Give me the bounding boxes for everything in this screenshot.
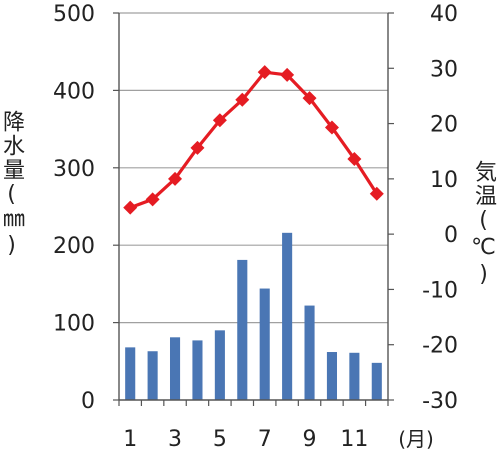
y-right-tick-label: -30 <box>422 389 458 414</box>
temperature-marker <box>280 67 295 82</box>
precip-bar <box>192 340 203 400</box>
precip-bar <box>169 337 181 400</box>
precip-bar <box>214 330 225 400</box>
temperature-marker <box>347 151 362 166</box>
temperature-line <box>129 70 379 210</box>
precip-bar <box>259 288 270 400</box>
y-right-tick-label: 0 <box>444 223 458 248</box>
temperature-marker <box>190 140 205 155</box>
x-unit-label: (月) <box>398 427 434 451</box>
temperature-marker <box>257 65 272 80</box>
precip-bar <box>237 259 248 400</box>
y-right-tick-label: 30 <box>430 57 458 82</box>
x-tick-label: 1 <box>123 427 137 452</box>
x-tick-label: 7 <box>258 427 272 452</box>
temperature-marker <box>123 200 138 215</box>
y-left-tick-label: 200 <box>53 234 95 259</box>
temperature-marker <box>145 192 160 207</box>
y-right-tick-label: -20 <box>422 334 458 359</box>
precip-bar <box>371 362 382 400</box>
y-axis-left-label: 降水量(㎜) <box>0 110 24 260</box>
temperature-marker <box>324 120 339 135</box>
precip-bar <box>125 347 136 400</box>
x-tick-label: 9 <box>303 427 317 452</box>
temperature-marker <box>369 186 384 201</box>
y-right-tick-label: 20 <box>430 113 458 138</box>
y-axis-right-label: 気温(℃) <box>471 160 496 289</box>
precip-bar <box>147 351 158 400</box>
precip-bar <box>282 232 293 400</box>
temperature-marker <box>212 113 227 128</box>
temperature-marker <box>235 92 250 107</box>
x-tick-label: 3 <box>168 427 182 452</box>
y-left-tick-label: 300 <box>53 157 95 182</box>
y-left-tick-label: 0 <box>81 389 95 414</box>
precip-bar <box>326 352 338 400</box>
temperature-marker <box>168 171 183 186</box>
y-right-tick-label: 10 <box>430 168 458 193</box>
y-left-tick-label: 400 <box>53 79 95 104</box>
y-right-tick-label: 40 <box>430 2 458 27</box>
y-right-tick-label: -10 <box>422 278 458 303</box>
x-tick-label: 5 <box>213 427 227 452</box>
y-left-tick-label: 100 <box>53 312 95 337</box>
x-tick-label: 11 <box>340 427 368 452</box>
precip-bar <box>349 352 360 400</box>
precip-bar <box>304 305 315 400</box>
temperature-marker <box>302 91 317 106</box>
y-left-tick-label: 500 <box>53 2 95 27</box>
